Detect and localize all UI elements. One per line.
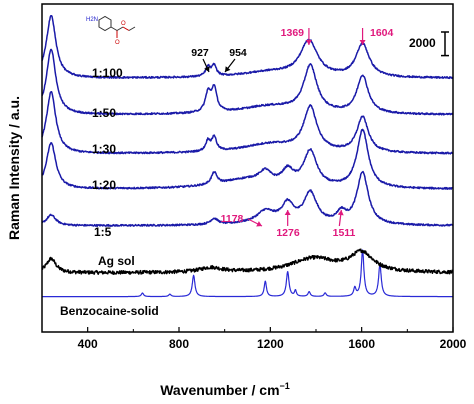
x-axis-ticks: 400 800 1200 1600 2000 <box>41 327 467 351</box>
series-label-1-100: 1:100 <box>92 66 123 80</box>
series-line-1-5 <box>41 170 454 227</box>
peak-arrow-1369 <box>305 28 312 45</box>
benzocaine-structure-icon: H2N O O <box>86 15 136 46</box>
series-line-1-30 <box>41 91 454 155</box>
series-label-benzocaine-solid: Benzocaine-solid <box>60 304 159 318</box>
intensity-scale-bar: 2000 <box>409 31 449 57</box>
molecule-carbonyl-o-label: O <box>115 40 120 46</box>
series-label-1-5: 1:5 <box>94 225 112 239</box>
scale-bar-label: 2000 <box>409 36 436 50</box>
y-axis-label: Raman Intensity / a.u. <box>6 96 22 240</box>
series-line-benzocaine-solid <box>41 249 454 298</box>
peak-label-927: 927 <box>191 47 209 59</box>
peak-arrow-954 <box>224 58 236 73</box>
x-axis-label: Wavenumber / cm−1 <box>160 381 290 398</box>
series-line-1-100 <box>41 14 454 80</box>
series-line-1-50 <box>41 48 454 116</box>
peak-label-954: 954 <box>229 47 247 59</box>
peak-label-1511: 1511 <box>333 227 356 239</box>
peak-label-1369: 1369 <box>281 27 305 39</box>
peak-label-1276: 1276 <box>276 227 300 239</box>
peak-arrow-1604 <box>359 28 366 45</box>
x-tick-label: 2000 <box>440 337 467 351</box>
x-tick-label: 800 <box>169 337 189 351</box>
x-tick-label: 1600 <box>348 337 375 351</box>
series-line-1-20 <box>41 128 454 190</box>
peak-arrow-1511 <box>337 209 344 227</box>
series-label-1-50: 1:50 <box>92 106 116 120</box>
peak-arrow-1178 <box>247 218 263 227</box>
x-tick-label: 1200 <box>257 337 284 351</box>
x-axis-label-sup: −1 <box>280 381 290 391</box>
molecule-ester-o-label: O <box>121 21 126 27</box>
annotation-layer: 927 954 1369 1604 1178 1276 1511 <box>191 27 393 239</box>
peak-label-1604: 1604 <box>370 27 394 39</box>
peak-arrow-1276 <box>284 210 291 226</box>
series-label-1-20: 1:20 <box>92 178 116 192</box>
series-layer: Benzocaine-solid Ag sol 1:5 1:20 1:30 1:50 1:1… <box>41 14 454 318</box>
molecule-amine-label: H2N <box>86 17 98 23</box>
series-label-ag-sol: Ag sol <box>98 254 135 268</box>
x-tick-label: 400 <box>78 337 98 351</box>
peak-arrow-927 <box>202 58 210 73</box>
peak-label-1178: 1178 <box>221 213 244 225</box>
series-label-1-30: 1:30 <box>92 142 116 156</box>
series-line-ag-sol <box>41 248 454 275</box>
plot-frame <box>41 3 454 333</box>
